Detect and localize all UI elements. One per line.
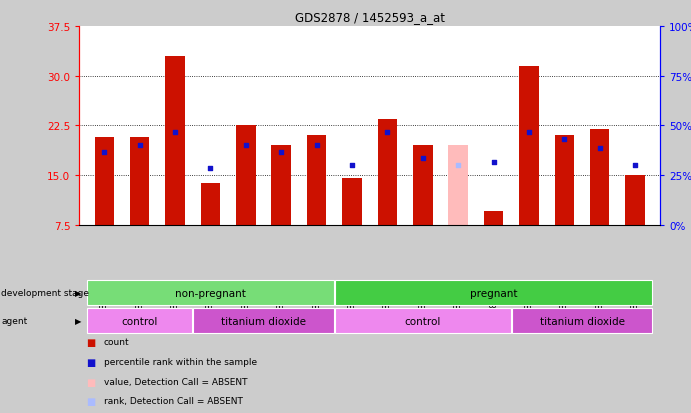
Text: development stage: development stage (1, 288, 89, 297)
Bar (342, 179, 361, 225)
Point (240, 142, 252, 149)
Point (630, 162, 641, 169)
Text: ■: ■ (86, 377, 95, 387)
Text: ▶: ▶ (75, 288, 81, 297)
Bar (519, 66, 539, 225)
Point (488, 159, 499, 166)
Point (276, 149, 287, 156)
Text: ■: ■ (86, 337, 95, 347)
Bar (590, 129, 609, 225)
Text: rank, Detection Call = ABSENT: rank, Detection Call = ABSENT (104, 396, 243, 406)
Bar (378, 119, 397, 225)
Bar (484, 212, 503, 225)
Bar (200, 183, 220, 225)
Text: non-pregnant: non-pregnant (175, 288, 246, 298)
Bar (413, 146, 433, 225)
Text: titanium dioxide: titanium dioxide (221, 316, 306, 326)
Point (311, 142, 322, 149)
Point (99, 149, 110, 156)
Point (453, 162, 464, 169)
Point (417, 156, 428, 162)
Text: ■: ■ (86, 396, 95, 406)
Bar (555, 136, 574, 225)
Text: control: control (122, 316, 158, 326)
Bar (165, 57, 184, 225)
Point (382, 129, 393, 136)
Bar (87, 308, 192, 334)
Bar (625, 176, 645, 225)
Point (169, 129, 180, 136)
Bar (236, 126, 256, 225)
Title: GDS2878 / 1452593_a_at: GDS2878 / 1452593_a_at (294, 11, 445, 24)
Bar (335, 280, 652, 306)
Bar (130, 137, 149, 225)
Bar (272, 146, 291, 225)
Point (559, 136, 570, 142)
Bar (95, 137, 114, 225)
Point (134, 142, 145, 149)
Text: count: count (104, 337, 129, 346)
Text: percentile rank within the sample: percentile rank within the sample (104, 357, 257, 366)
Text: titanium dioxide: titanium dioxide (540, 316, 625, 326)
Point (205, 166, 216, 172)
Bar (448, 146, 468, 225)
Text: agent: agent (1, 316, 28, 325)
Bar (87, 280, 334, 306)
Text: control: control (405, 316, 441, 326)
Bar (307, 136, 326, 225)
Text: ▶: ▶ (75, 316, 81, 325)
Text: ■: ■ (86, 357, 95, 367)
Point (346, 162, 357, 169)
Bar (512, 308, 652, 334)
Text: pregnant: pregnant (470, 288, 518, 298)
Point (523, 129, 534, 136)
Point (594, 146, 605, 152)
Bar (193, 308, 334, 334)
Bar (335, 308, 511, 334)
Text: value, Detection Call = ABSENT: value, Detection Call = ABSENT (104, 377, 247, 386)
